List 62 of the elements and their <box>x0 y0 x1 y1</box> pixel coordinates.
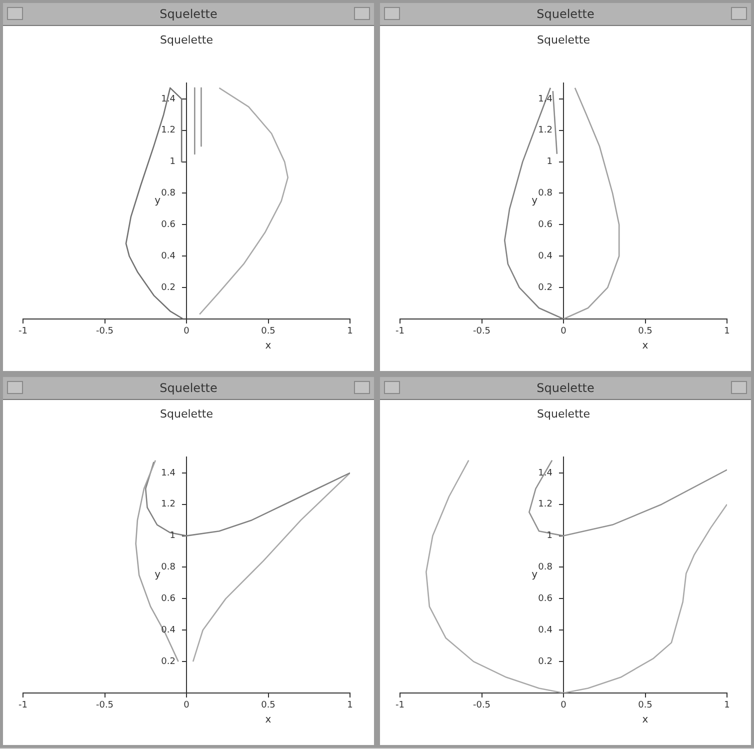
y-axis-title: y <box>532 570 538 581</box>
chart-title: Squelette <box>160 7 218 21</box>
y-tick-label: 1 <box>546 157 552 168</box>
x-axis-title: x <box>642 714 648 726</box>
x-tick-label: -1 <box>396 700 404 711</box>
y-tick-label: 0.6 <box>161 220 176 230</box>
y-tick-label: 1.2 <box>538 500 552 510</box>
x-tick-label: -0.5 <box>96 700 114 711</box>
y-tick-label: 0.6 <box>161 594 176 604</box>
y-tick-label: 1.4 <box>538 468 553 478</box>
y-tick-label: 0.2 <box>161 282 176 293</box>
x-tick-label: -0.5 <box>472 326 491 337</box>
y-tick-label: 1.2 <box>161 500 176 510</box>
x-tick-label: -0.5 <box>96 326 114 337</box>
x-tick-label: -0.5 <box>472 700 491 711</box>
y-tick-label: 0.6 <box>538 594 553 604</box>
y-axis-title: y <box>154 196 161 207</box>
y-axis-title: y <box>532 196 538 207</box>
chart-subtitle: Squelette <box>160 33 214 46</box>
x-tick-label: 0.5 <box>261 326 276 337</box>
chart-title: Squelette <box>160 381 218 395</box>
x-axis-title: x <box>265 714 272 726</box>
y-tick-label: 0.2 <box>538 282 552 293</box>
x-tick-label: 1 <box>724 326 730 337</box>
y-tick-label: 0.6 <box>538 220 553 230</box>
y-tick-label: 0.8 <box>161 188 176 199</box>
chart-subtitle: Squelette <box>160 407 214 420</box>
y-tick-label: 0.2 <box>538 656 552 667</box>
x-tick-label: -1 <box>18 326 28 337</box>
y-tick-label: 1.2 <box>161 126 176 136</box>
y-tick-label: 1 <box>170 157 176 168</box>
x-tick-label: 0.5 <box>261 700 276 711</box>
x-tick-label: 0 <box>184 700 190 711</box>
x-axis-title: x <box>265 340 272 352</box>
chart-title: Squelette <box>536 381 594 395</box>
y-axis-title: y <box>154 570 161 581</box>
y-tick-label: 1 <box>546 531 552 542</box>
y-tick-label: 0.4 <box>538 251 553 262</box>
x-tick-label: -1 <box>18 700 28 711</box>
y-tick-label: 0.8 <box>538 562 553 573</box>
y-tick-label: 1.4 <box>161 468 176 478</box>
y-tick-label: 0.4 <box>538 625 553 636</box>
x-axis-title: x <box>642 340 648 352</box>
x-tick-label: -1 <box>396 326 404 337</box>
y-tick-label: 1 <box>170 531 176 542</box>
x-tick-label: 1 <box>347 700 353 711</box>
x-tick-label: 0.5 <box>638 326 652 337</box>
x-tick-label: 0 <box>184 326 190 337</box>
y-tick-label: 0.8 <box>538 188 553 199</box>
chart-title: Squelette <box>536 7 594 21</box>
y-tick-label: 0.4 <box>161 251 176 262</box>
x-tick-label: 0 <box>560 700 567 711</box>
chart-subtitle: Squelette <box>537 33 590 46</box>
y-tick-label: 0.2 <box>161 656 176 667</box>
x-tick-label: 1 <box>347 326 353 337</box>
x-tick-label: 0 <box>560 326 567 337</box>
x-tick-label: 0.5 <box>638 700 652 711</box>
y-tick-label: 1.2 <box>538 126 552 136</box>
y-tick-label: 0.8 <box>161 562 176 573</box>
chart-subtitle: Squelette <box>537 407 590 420</box>
x-tick-label: 1 <box>724 700 730 711</box>
y-tick-label: 0.4 <box>161 625 176 636</box>
